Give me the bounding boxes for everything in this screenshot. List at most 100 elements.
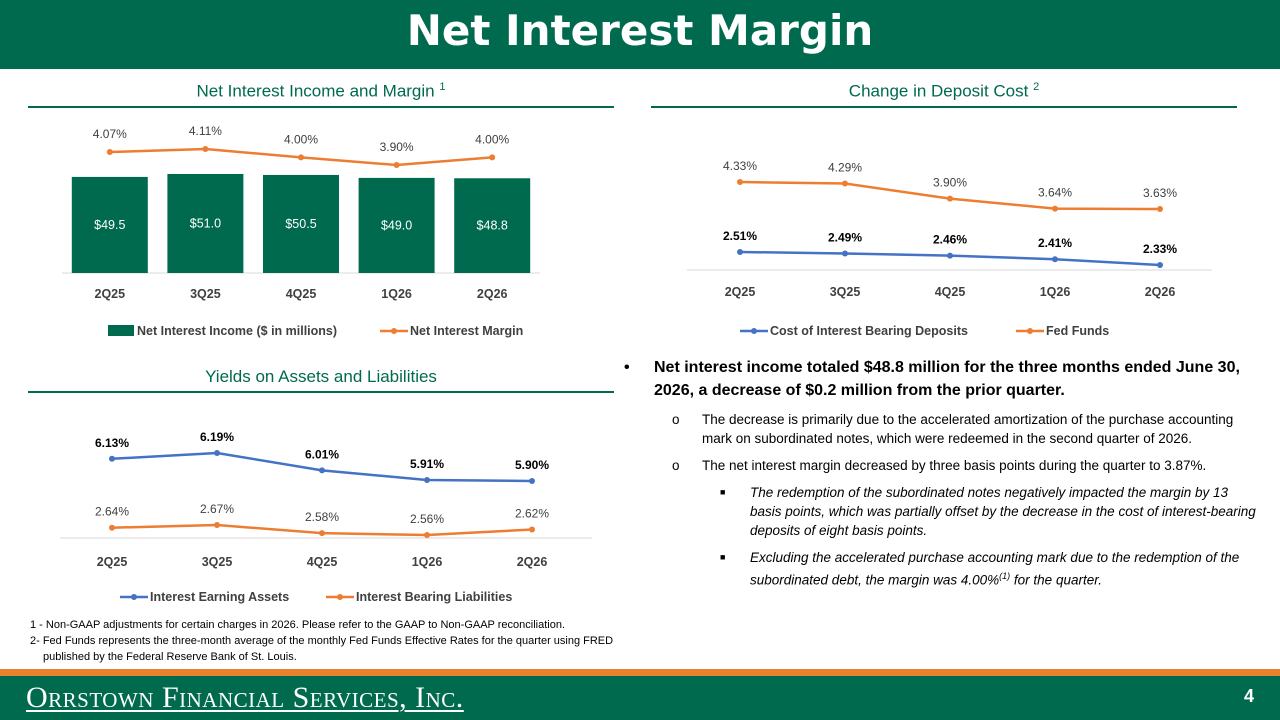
x-tick-label: 4Q25 bbox=[286, 287, 317, 301]
commentary-sub1: o The decrease is primarily due to the a… bbox=[622, 410, 1262, 448]
x-tick-label: 2Q25 bbox=[725, 285, 756, 299]
commentary-sub2-text: The net interest margin decreased by thr… bbox=[702, 458, 1207, 473]
bullet-marker: • bbox=[624, 359, 630, 376]
line-point bbox=[319, 530, 325, 537]
commentary-sub2b-pre: Excluding the accelerated purchase accou… bbox=[750, 550, 1240, 588]
legend-label: Net Interest Income ($ in millions) bbox=[137, 324, 337, 338]
legend-marker bbox=[751, 328, 757, 334]
x-tick-label: 2Q25 bbox=[97, 555, 128, 569]
bar bbox=[167, 174, 244, 273]
line-data-label: 2.49% bbox=[828, 230, 862, 244]
line-data-label: 3.90% bbox=[933, 176, 967, 190]
line-point bbox=[529, 526, 535, 533]
line-point bbox=[489, 154, 496, 161]
line-data-label: 3.63% bbox=[1143, 186, 1177, 200]
line-data-label: 4.07% bbox=[93, 127, 127, 141]
yields-section-title: Yields on Assets and Liabilities bbox=[28, 367, 614, 387]
legend-marker bbox=[337, 594, 343, 600]
line-point bbox=[947, 252, 953, 259]
line-data-label: 2.41% bbox=[1038, 236, 1072, 250]
legend-label: Fed Funds bbox=[1046, 324, 1109, 338]
line-point bbox=[214, 450, 220, 456]
line-data-label: 2.58% bbox=[305, 510, 339, 524]
line-point bbox=[737, 179, 743, 185]
bar bbox=[263, 174, 339, 273]
deposit-title-text: Change in Deposit Cost bbox=[848, 81, 1029, 101]
x-tick-label: 2Q26 bbox=[477, 287, 508, 301]
deposit-title-sup: 2 bbox=[1033, 81, 1040, 93]
line-data-label: 3.64% bbox=[1038, 186, 1072, 200]
line-point bbox=[106, 149, 113, 156]
bar bbox=[454, 178, 531, 273]
line-data-label: 4.11% bbox=[189, 124, 222, 138]
line-data-label: 3.90% bbox=[380, 140, 414, 154]
line-data-label: 2.62% bbox=[515, 507, 549, 521]
bullet-marker: ■ bbox=[720, 487, 726, 497]
nii-chart: $49.5 2Q25 $51.0 3Q25 $50.5 4Q25 $49.0 1Q26 $48.… bbox=[62, 124, 540, 338]
yields-title-text: Yields on Assets and Liabilities bbox=[205, 367, 437, 386]
line-point bbox=[947, 195, 953, 202]
x-tick-label: 1Q26 bbox=[381, 287, 412, 301]
footnotes: 1 - Non-GAAP adjustments for certain cha… bbox=[30, 617, 630, 665]
line-data-label: 5.91% bbox=[410, 457, 444, 471]
line-point bbox=[842, 180, 848, 187]
commentary-sub2b-post: for the quarter. bbox=[1010, 572, 1102, 588]
bullet-marker: o bbox=[672, 412, 680, 427]
line-data-label: 4.00% bbox=[475, 132, 509, 146]
line-data-label: 2.64% bbox=[95, 505, 129, 519]
line-data-label: 6.01% bbox=[305, 447, 339, 461]
commentary-sub2a-text: The redemption of the subordinated notes… bbox=[750, 485, 1256, 538]
bar-data-label: $48.8 bbox=[477, 219, 508, 233]
x-tick-label: 2Q25 bbox=[95, 287, 126, 301]
line-data-label: 4.29% bbox=[828, 161, 862, 175]
x-tick-label: 3Q25 bbox=[830, 285, 861, 299]
deposit-section-rule bbox=[651, 106, 1237, 108]
legend-label: Net Interest Margin bbox=[410, 324, 523, 338]
x-tick-label: 4Q25 bbox=[307, 555, 338, 569]
footnote-1: 1 - Non-GAAP adjustments for certain cha… bbox=[30, 619, 565, 631]
line-point bbox=[1157, 206, 1163, 212]
footer-accent-line bbox=[0, 669, 1280, 676]
line-point bbox=[393, 162, 400, 168]
commentary-sub1-text: The decrease is primarily due to the acc… bbox=[702, 412, 1234, 446]
deposit-section-title: Change in Deposit Cost 2 bbox=[651, 81, 1237, 102]
bar bbox=[71, 176, 148, 273]
line-data-label: 2.51% bbox=[723, 229, 757, 243]
x-tick-label: 3Q25 bbox=[190, 287, 221, 301]
line-point bbox=[1157, 262, 1163, 268]
line-point bbox=[1052, 256, 1058, 263]
line-point bbox=[202, 146, 209, 152]
line-point bbox=[319, 467, 325, 474]
line-point bbox=[529, 478, 535, 484]
line-data-label: 2.56% bbox=[410, 512, 444, 526]
line-data-label: 6.13% bbox=[95, 436, 129, 450]
line-point bbox=[109, 455, 115, 462]
line-point bbox=[298, 154, 304, 161]
bar-data-label: $49.0 bbox=[381, 218, 412, 232]
page-number: 4 bbox=[1243, 686, 1254, 706]
header-bar bbox=[0, 0, 1280, 69]
bar-data-label: $51.0 bbox=[190, 217, 221, 231]
legend-label: Interest Bearing Liabilities bbox=[356, 590, 512, 604]
commentary-sub2a: ■ The redemption of the subordinated not… bbox=[622, 483, 1262, 540]
line-point bbox=[737, 249, 743, 255]
legend-swatch bbox=[108, 325, 134, 336]
x-tick-label: 2Q26 bbox=[517, 555, 548, 569]
bullet-marker: ■ bbox=[720, 552, 726, 562]
line-data-label: 6.19% bbox=[200, 430, 234, 444]
nii-section-title: Net Interest Income and Margin 1 bbox=[28, 81, 614, 102]
line-point bbox=[842, 250, 848, 257]
nii-section-rule bbox=[28, 106, 614, 108]
yields-chart: 2Q25 3Q25 4Q25 1Q26 2Q26 6.13% 6.19% 6.01% 5.91%… bbox=[60, 430, 592, 604]
legend-marker bbox=[131, 594, 137, 600]
commentary-main-text: Net interest income totaled $48.8 millio… bbox=[654, 359, 1240, 399]
commentary-sub2b: ■ Excluding the accelerated purchase acc… bbox=[622, 548, 1262, 590]
commentary-sub2: o The net interest margin decreased by t… bbox=[622, 456, 1262, 475]
legend-marker bbox=[391, 328, 397, 334]
line-data-label: 4.33% bbox=[723, 159, 757, 173]
x-tick-label: 3Q25 bbox=[202, 555, 233, 569]
line-point bbox=[109, 524, 115, 531]
line-point bbox=[424, 477, 430, 484]
page-title: Net Interest Margin bbox=[406, 6, 874, 55]
x-tick-label: 4Q25 bbox=[935, 285, 966, 299]
